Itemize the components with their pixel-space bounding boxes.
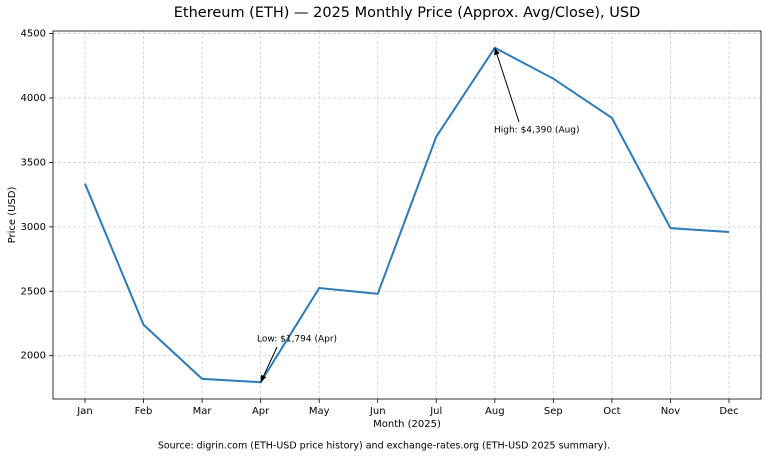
annotation: High: $4,390 (Aug) [494,126,580,136]
x-tick-label: Aug [485,406,505,417]
x-tick-label: Oct [603,406,620,417]
x-tick-label: May [309,406,330,417]
source-note: Source: digrin.com (ETH-USD price histor… [158,441,610,452]
x-tick-label: Dec [719,406,738,417]
plot-frame [52,30,762,400]
y-tick-label: 4000 [21,93,46,104]
annotation-arrow [494,47,520,123]
y-tick-label: 2000 [21,351,46,362]
x-tick-label: Sep [544,406,563,417]
annotation: Low: $1,794 (Apr) [257,335,337,345]
y-tick-label: 4500 [21,29,46,40]
y-tick-label: 2500 [21,286,46,297]
x-tick-label: Jul [429,406,442,417]
x-axis-label: Month (2025) [373,419,441,430]
x-tick-label: Apr [252,406,270,417]
x-tick-label: Jan [76,406,92,417]
x-tick-label: Jun [369,406,386,417]
chart-title: Ethereum (ETH) — 2025 Monthly Price (App… [174,5,641,21]
x-tick-label: Nov [661,406,681,417]
y-axis-label: Price (USD) [7,187,18,244]
x-tick-label: Mar [193,406,213,417]
y-tick-label: 3000 [21,222,46,233]
line-series [84,46,730,384]
x-tick-label: Feb [135,406,153,417]
annotation-arrow [260,346,278,383]
y-tick-label: 3500 [21,157,46,168]
